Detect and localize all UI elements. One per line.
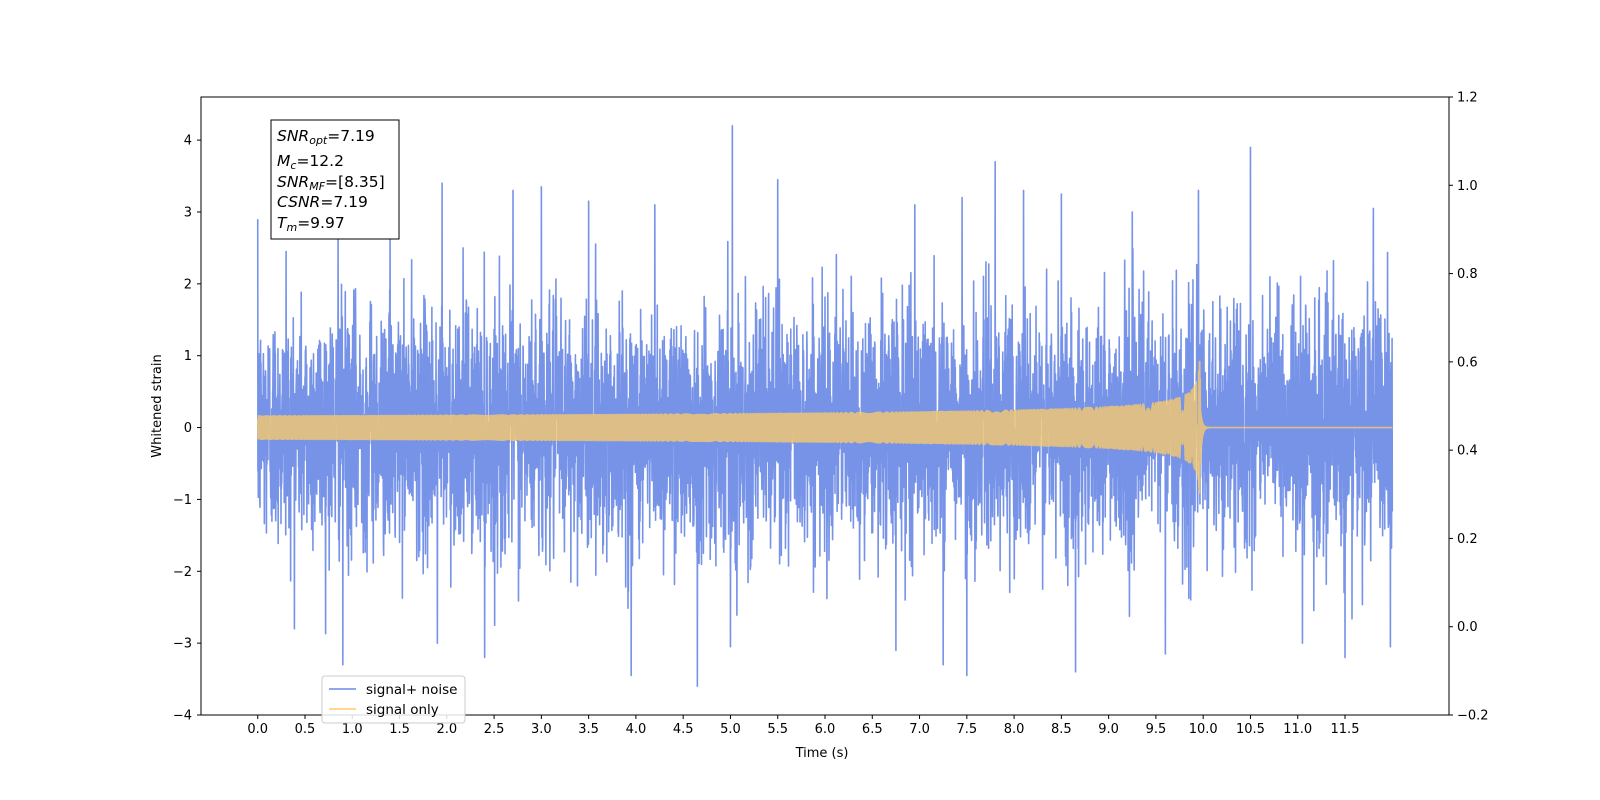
annotation-line: Mc=12.2 xyxy=(277,152,344,172)
x-tick-label: 3.0 xyxy=(531,722,552,737)
y2-tick-label: 0.4 xyxy=(1457,444,1478,459)
x-axis: 0.0 0.5 1.0 1.5 2.0 2.5 3.0 3.5 4.0 4.5 5.0 5.5 6.0 6… xyxy=(247,715,1359,737)
annotation-subscript: opt xyxy=(309,134,328,147)
y-axis-label: Whitened strain xyxy=(150,354,165,457)
x-tick-label: 7.0 xyxy=(909,722,930,737)
y2-tick-label: 0.6 xyxy=(1457,355,1478,370)
annotation-subscript: m xyxy=(286,221,297,234)
annotation-symbol: SNR xyxy=(277,127,309,145)
series-signal-noise xyxy=(256,124,1394,688)
x-tick-label: 4.5 xyxy=(673,722,694,737)
x-tick-label: 10.5 xyxy=(1236,722,1265,737)
x-tick-label: 3.5 xyxy=(578,722,599,737)
annotation-value: =7.19 xyxy=(327,127,375,145)
y2-tick-label: 0.2 xyxy=(1457,532,1478,547)
annotation-symbol: T xyxy=(277,214,288,232)
legend: signal+ noise signal only xyxy=(321,675,466,724)
y2-tick-label: 0.8 xyxy=(1457,267,1478,282)
x-tick-label: 5.0 xyxy=(720,722,741,737)
series-line-signal-only xyxy=(256,360,1393,494)
y-tick-label: 4 xyxy=(184,134,192,149)
annotation-box: SNRopt=7.19Mc=12.2SNRMF=[8.35]CSNR=7.19T… xyxy=(270,119,400,240)
annotation-subscript: MF xyxy=(309,180,325,193)
annotation-frame xyxy=(270,119,400,240)
annotation-symbol: CSNR xyxy=(277,193,320,211)
x-tick-label: 1.0 xyxy=(342,722,363,737)
legend-label-signal-only: signal only xyxy=(366,702,439,718)
x-tick-label: 5.5 xyxy=(767,722,788,737)
legend-label-signal-noise: signal+ noise xyxy=(366,682,457,698)
annotation-value: =9.97 xyxy=(297,214,345,232)
y-axis-left: 4 3 2 1 0 −1 −2 −3 −4 xyxy=(173,134,201,724)
series-line-signal-noise xyxy=(256,124,1394,688)
annotation-line: CSNR=7.19 xyxy=(277,193,368,211)
x-tick-label: 6.5 xyxy=(862,722,883,737)
plot-area xyxy=(256,124,1394,688)
x-axis-label: Time (s) xyxy=(795,746,849,761)
x-tick-label: 9.0 xyxy=(1098,722,1119,737)
annotation-symbol: SNR xyxy=(277,173,309,191)
y-tick-label: 0 xyxy=(184,421,192,436)
x-tick-label: 8.5 xyxy=(1051,722,1072,737)
y-tick-label: −4 xyxy=(173,709,192,724)
y2-tick-label: 0.0 xyxy=(1457,620,1478,635)
x-tick-label: 11.0 xyxy=(1283,722,1312,737)
annotation-symbol: M xyxy=(277,152,290,170)
x-tick-label: 7.5 xyxy=(956,722,977,737)
y-tick-label: −1 xyxy=(173,493,192,508)
y-tick-label: 1 xyxy=(184,349,192,364)
y2-tick-label: 1.0 xyxy=(1457,179,1478,194)
annotation-line: SNRMF=[8.35] xyxy=(277,173,385,193)
x-tick-label: 1.5 xyxy=(389,722,410,737)
y-tick-label: 2 xyxy=(184,277,192,292)
x-tick-label: 2.5 xyxy=(484,722,505,737)
legend-frame xyxy=(321,675,466,724)
y-axis-right: 1.2 1.0 0.8 0.6 0.4 0.2 0.0 −0.2 xyxy=(1449,91,1489,724)
annotation-value: =[8.35] xyxy=(325,173,385,191)
x-tick-label: 2.0 xyxy=(436,722,457,737)
y-tick-label: 3 xyxy=(184,205,192,220)
annotation-subscript: c xyxy=(290,159,296,172)
x-tick-label: 4.0 xyxy=(626,722,647,737)
x-tick-label: 9.5 xyxy=(1146,722,1167,737)
y2-tick-label: 1.2 xyxy=(1457,91,1478,106)
x-tick-label: 6.0 xyxy=(815,722,836,737)
x-tick-label: 11.5 xyxy=(1331,722,1360,737)
series-signal-only xyxy=(256,360,1393,494)
x-tick-label: 10.0 xyxy=(1189,722,1218,737)
y-tick-label: −3 xyxy=(173,637,192,652)
annotation-value: =7.19 xyxy=(320,193,368,211)
x-tick-label: 0.5 xyxy=(295,722,316,737)
annotation-line: SNRopt=7.19 xyxy=(277,127,375,147)
x-tick-label: 8.0 xyxy=(1004,722,1025,737)
annotation-line: Tm=9.97 xyxy=(277,214,345,234)
y-tick-label: −2 xyxy=(173,565,192,580)
annotation-value: =12.2 xyxy=(296,152,344,170)
y2-tick-label: −0.2 xyxy=(1457,709,1489,724)
x-tick-label: 0.0 xyxy=(247,722,268,737)
